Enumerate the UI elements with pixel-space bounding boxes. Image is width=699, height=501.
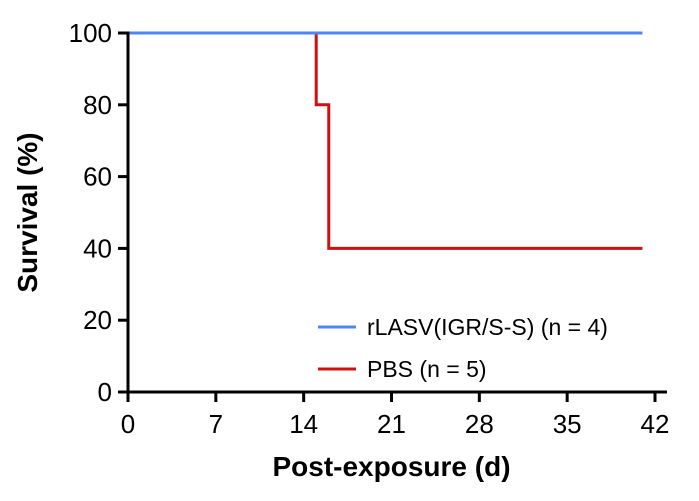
x-tick-label: 28 xyxy=(465,409,494,439)
x-tick-label: 21 xyxy=(377,409,406,439)
x-axis-title: Post-exposure (d) xyxy=(272,451,510,482)
x-tick-label: 14 xyxy=(289,409,318,439)
x-tick-label: 7 xyxy=(209,409,223,439)
ticks: 0 20 40 60 80 100 0 7 14 21 28 35 42 xyxy=(69,18,670,439)
y-tick-label: 40 xyxy=(83,233,112,263)
y-tick-label: 80 xyxy=(83,90,112,120)
legend: rLASV(IGR/S-S) (n = 4) PBS (n = 5) xyxy=(318,314,608,382)
legend-label: PBS (n = 5) xyxy=(367,356,487,382)
y-tick-label: 20 xyxy=(83,305,112,335)
y-tick-label: 60 xyxy=(83,162,112,192)
y-tick-label: 100 xyxy=(69,18,112,48)
series-line-1 xyxy=(128,31,643,250)
y-axis-title: Survival (%) xyxy=(12,132,43,292)
x-tick-label: 0 xyxy=(121,409,135,439)
series-layer xyxy=(128,31,643,250)
y-tick-label: 0 xyxy=(98,377,112,407)
x-tick-label: 42 xyxy=(641,409,670,439)
legend-label: rLASV(IGR/S-S) (n = 4) xyxy=(367,314,608,340)
x-tick-label: 35 xyxy=(553,409,582,439)
